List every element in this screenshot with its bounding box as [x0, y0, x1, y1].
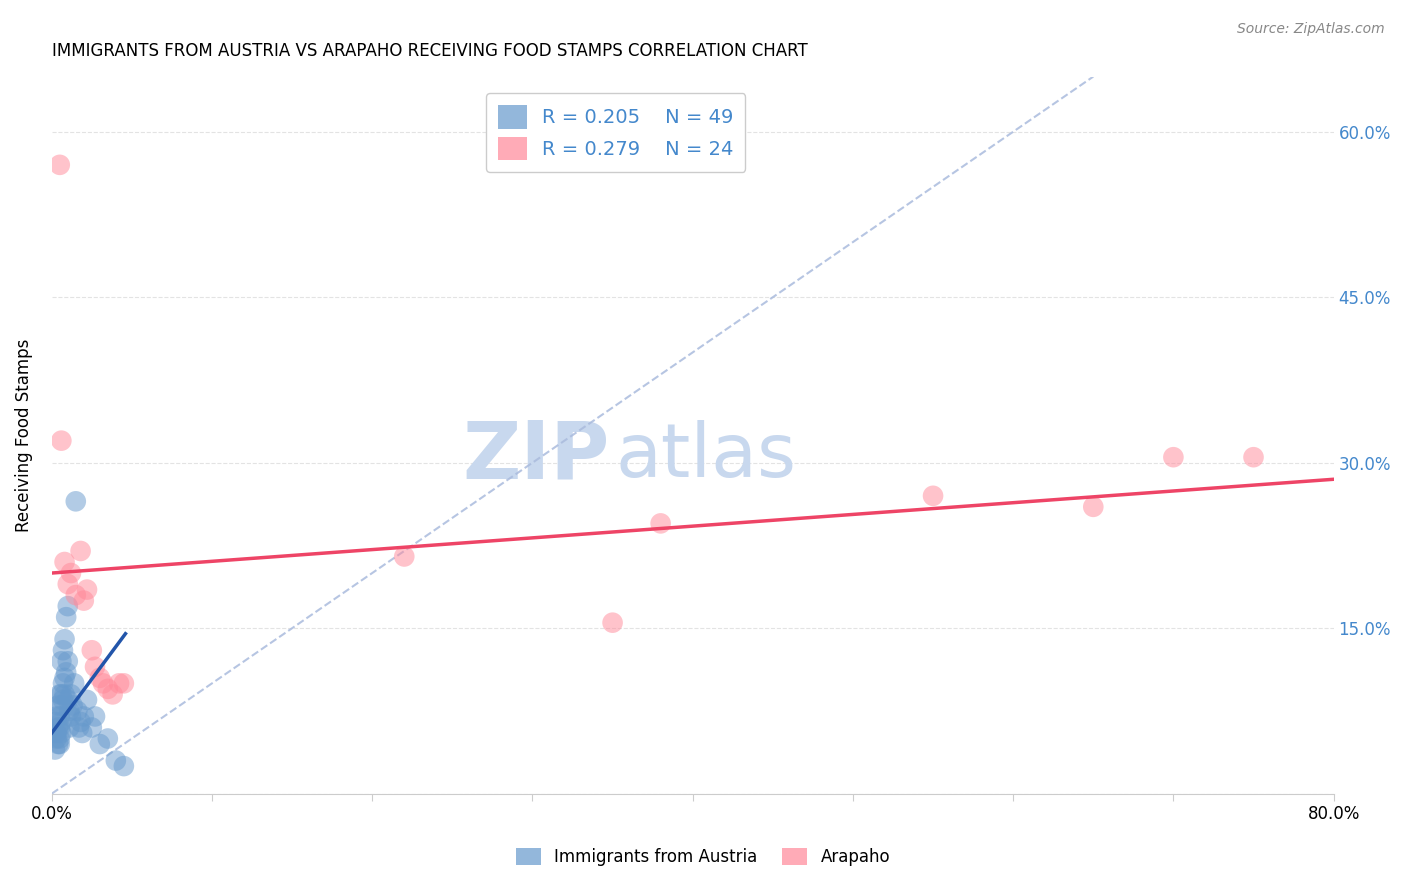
- Point: [42, 726, 65, 740]
- Point: [97, 731, 120, 746]
- Point: [53, 687, 76, 701]
- Point: [49, 737, 72, 751]
- Point: [650, 516, 672, 531]
- Point: [49, 709, 72, 723]
- Point: [46, 737, 69, 751]
- Point: [49, 731, 72, 746]
- Legend: R = 0.205    N = 49, R = 0.279    N = 24: R = 0.205 N = 49, R = 0.279 N = 24: [486, 94, 745, 172]
- Point: [922, 489, 945, 503]
- Text: Source: ZipAtlas.com: Source: ZipAtlas.com: [1237, 22, 1385, 37]
- Y-axis label: Receiving Food Stamps: Receiving Food Stamps: [15, 338, 32, 532]
- Text: ZIP: ZIP: [463, 417, 609, 496]
- Point: [80, 721, 103, 735]
- Point: [51, 687, 73, 701]
- Point: [84, 660, 107, 674]
- Point: [52, 676, 75, 690]
- Point: [56, 654, 79, 668]
- Point: [80, 643, 103, 657]
- Point: [58, 704, 80, 718]
- Point: [59, 566, 82, 580]
- Point: [45, 726, 67, 740]
- Point: [69, 714, 91, 729]
- Point: [53, 671, 76, 685]
- Point: [101, 687, 124, 701]
- Point: [51, 434, 73, 448]
- Text: atlas: atlas: [616, 420, 797, 493]
- Point: [62, 698, 84, 713]
- Point: [394, 549, 416, 564]
- Point: [112, 759, 135, 773]
- Point: [66, 704, 89, 718]
- Text: IMMIGRANTS FROM AUSTRIA VS ARAPAHO RECEIVING FOOD STAMPS CORRELATION CHART: IMMIGRANTS FROM AUSTRIA VS ARAPAHO RECEI…: [52, 42, 807, 60]
- Point: [59, 687, 82, 701]
- Point: [69, 544, 91, 558]
- Point: [52, 643, 75, 657]
- Point: [51, 698, 73, 713]
- Point: [1163, 450, 1185, 465]
- Point: [49, 158, 72, 172]
- Point: [65, 494, 87, 508]
- Point: [104, 754, 127, 768]
- Point: [53, 555, 76, 569]
- Point: [49, 687, 72, 701]
- Point: [46, 721, 69, 735]
- Point: [602, 615, 624, 630]
- Point: [56, 693, 79, 707]
- Legend: Immigrants from Austria, Arapaho: Immigrants from Austria, Arapaho: [508, 840, 898, 875]
- Point: [65, 588, 87, 602]
- Point: [45, 709, 67, 723]
- Point: [44, 742, 66, 756]
- Point: [76, 582, 98, 597]
- Point: [91, 676, 114, 690]
- Point: [97, 681, 120, 696]
- Point: [58, 721, 80, 735]
- Point: [67, 721, 90, 735]
- Point: [112, 676, 135, 690]
- Point: [70, 726, 93, 740]
- Point: [51, 726, 73, 740]
- Point: [108, 676, 131, 690]
- Point: [59, 709, 82, 723]
- Point: [52, 693, 75, 707]
- Point: [84, 709, 107, 723]
- Point: [51, 654, 73, 668]
- Point: [51, 714, 73, 729]
- Point: [55, 665, 77, 680]
- Point: [89, 671, 111, 685]
- Point: [89, 737, 111, 751]
- Point: [44, 714, 66, 729]
- Point: [73, 593, 96, 607]
- Point: [55, 610, 77, 624]
- Point: [1083, 500, 1105, 514]
- Point: [1243, 450, 1265, 465]
- Point: [76, 693, 98, 707]
- Point: [63, 676, 86, 690]
- Point: [56, 577, 79, 591]
- Point: [49, 721, 72, 735]
- Point: [53, 632, 76, 647]
- Point: [56, 599, 79, 614]
- Point: [45, 731, 67, 746]
- Point: [73, 709, 96, 723]
- Point: [46, 698, 69, 713]
